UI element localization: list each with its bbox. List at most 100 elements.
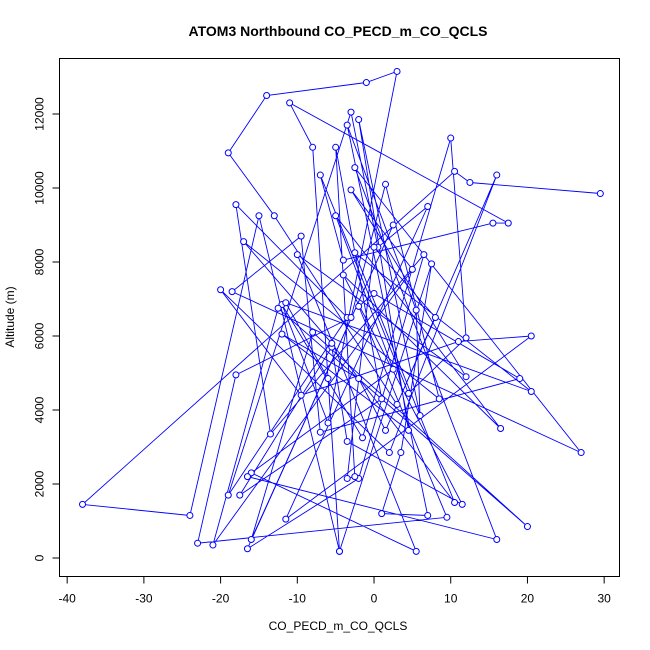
y-tick-label-0: 0 <box>33 554 47 561</box>
x-tick-label-7: 30 <box>597 592 611 606</box>
x-tick-label-1: -30 <box>135 592 153 606</box>
data-point-66 <box>370 243 378 251</box>
data-point-37 <box>232 201 240 209</box>
x-tick-label-0: -40 <box>58 592 76 606</box>
y-tick-label-3: 6000 <box>33 322 47 349</box>
data-point-11 <box>339 256 347 264</box>
data-point-50 <box>462 373 470 381</box>
data-point-9 <box>504 219 512 227</box>
data-point-70 <box>278 330 286 338</box>
chart-title: ATOM3 Northbound CO_PECD_m_CO_QCLS <box>189 23 488 39</box>
data-point-2 <box>451 167 459 175</box>
data-point-64 <box>351 473 359 481</box>
data-point-38 <box>266 430 274 438</box>
data-point-91 <box>232 371 240 379</box>
series-layer <box>79 67 604 555</box>
data-point-39 <box>420 251 428 259</box>
data-point-14 <box>462 334 470 342</box>
data-point-103 <box>243 473 251 481</box>
data-point-27 <box>217 286 225 294</box>
x-tick-label-6: 20 <box>521 592 535 606</box>
data-point-97 <box>316 428 324 436</box>
data-point-87 <box>240 238 248 246</box>
data-point-20 <box>362 79 370 87</box>
data-point-8 <box>286 99 294 107</box>
y-tick-label-4: 8000 <box>33 248 47 275</box>
y-tick-label-1: 2000 <box>33 470 47 497</box>
data-point-42 <box>389 221 397 229</box>
data-point-68 <box>382 426 390 434</box>
data-point-13 <box>405 389 413 397</box>
x-tick-label-3: -10 <box>289 592 307 606</box>
data-point-28 <box>297 391 305 399</box>
data-point-1 <box>466 178 474 186</box>
data-point-89 <box>382 180 390 188</box>
data-point-95 <box>370 289 378 297</box>
y-tick-label-6: 12000 <box>33 97 47 131</box>
data-point-79 <box>428 260 436 268</box>
data-point-61 <box>236 491 244 499</box>
x-axis-label: CO_PECD_m_CO_QCLS <box>269 619 408 633</box>
y-tick-label-2: 4000 <box>33 396 47 423</box>
data-point-71 <box>405 426 413 434</box>
data-point-75 <box>343 121 351 129</box>
data-point-78 <box>397 449 405 457</box>
data-point-81 <box>324 375 332 383</box>
data-point-19 <box>393 67 401 75</box>
data-point-7 <box>309 143 317 151</box>
data-point-31 <box>282 515 290 523</box>
data-point-51 <box>293 251 301 259</box>
data-point-47 <box>209 541 217 549</box>
data-point-48 <box>408 265 416 273</box>
data-point-86 <box>328 339 336 347</box>
data-point-30 <box>527 332 535 340</box>
data-point-84 <box>351 249 359 257</box>
data-point-100 <box>577 449 585 457</box>
data-point-34 <box>347 108 355 116</box>
data-point-92 <box>194 539 202 547</box>
data-point-52 <box>412 547 420 555</box>
data-point-54 <box>389 365 397 373</box>
data-point-96 <box>516 375 524 383</box>
x-axis: -40 -30 -20 -10 0 10 20 30 <box>58 576 611 606</box>
data-point-0 <box>596 190 604 198</box>
data-point-99 <box>228 288 236 296</box>
y-axis-label: Altitude (m) <box>3 286 17 347</box>
data-point-22 <box>224 149 232 157</box>
data-point-83 <box>527 388 535 395</box>
data-point-41 <box>243 545 251 553</box>
data-point-67 <box>431 314 439 321</box>
data-point-77 <box>378 510 386 518</box>
data-point-76 <box>424 511 432 519</box>
data-point-16 <box>359 434 367 442</box>
data-point-46 <box>274 304 282 312</box>
data-point-12 <box>316 171 324 179</box>
data-point-44 <box>309 328 317 336</box>
data-point-69 <box>355 375 363 383</box>
data-point-32 <box>424 203 432 210</box>
data-point-62 <box>378 395 386 403</box>
data-point-56 <box>497 425 505 432</box>
data-point-24 <box>393 400 401 408</box>
data-point-102 <box>493 536 501 543</box>
series-line-0 <box>81 70 601 553</box>
data-point-25 <box>493 171 501 179</box>
y-tick-label-5: 10000 <box>33 171 47 205</box>
data-point-82 <box>282 299 290 307</box>
data-point-74 <box>412 306 420 314</box>
data-point-90 <box>347 314 355 321</box>
data-point-5 <box>255 212 263 220</box>
data-point-26 <box>385 449 393 457</box>
data-point-10 <box>489 219 497 227</box>
data-point-101 <box>351 164 359 172</box>
data-point-18 <box>324 419 332 427</box>
data-point-57 <box>339 271 347 279</box>
data-point-43 <box>247 536 255 543</box>
data-point-73 <box>416 412 424 420</box>
data-point-45 <box>523 523 531 531</box>
data-point-55 <box>332 212 340 220</box>
data-point-63 <box>332 143 340 151</box>
data-point-65 <box>343 474 351 482</box>
data-point-88 <box>435 395 443 403</box>
